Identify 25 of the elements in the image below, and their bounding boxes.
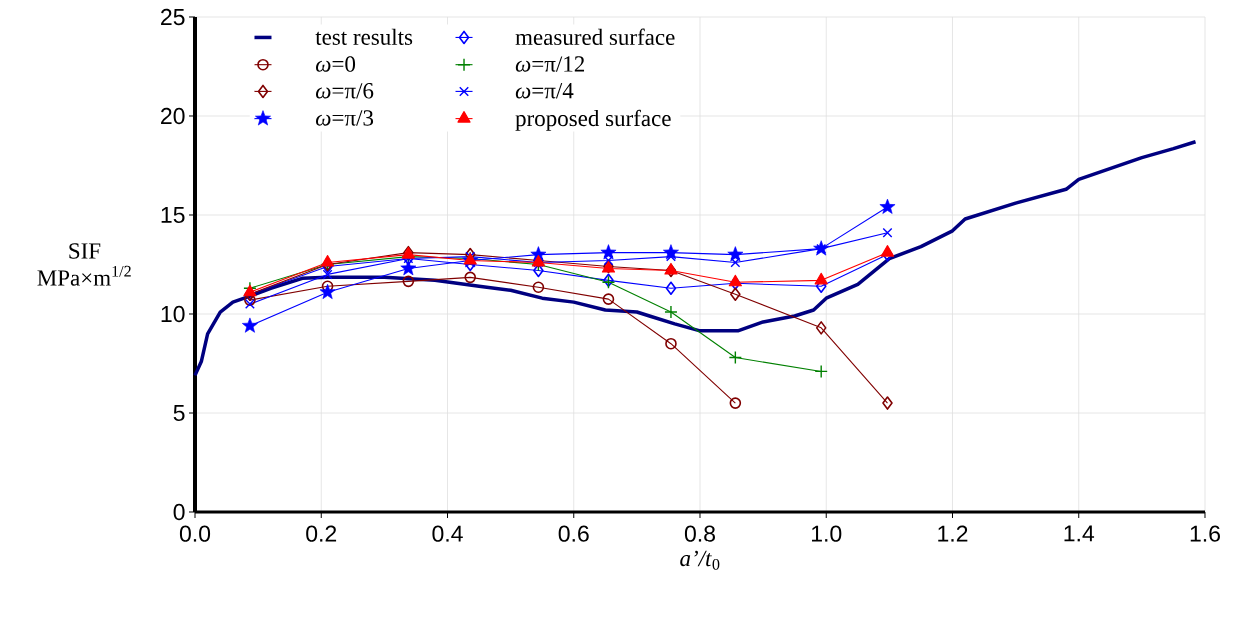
legend-label: ω=π/4 xyxy=(515,83,574,99)
y-tick-label: 10 xyxy=(161,305,185,323)
y-tick-label: 15 xyxy=(161,206,185,224)
y-tick-label: 20 xyxy=(161,107,185,125)
legend-label: proposed surface xyxy=(515,109,671,131)
y-tick-label: 5 xyxy=(173,404,185,422)
x-tick-label: 0.0 xyxy=(179,525,211,542)
legend-label: ω=π/6 xyxy=(316,83,374,99)
x-tick-label: 1.6 xyxy=(1190,525,1220,542)
legend-label: ω=π/12 xyxy=(515,56,585,72)
x-tick-label: 1.4 xyxy=(1064,525,1095,542)
x-tick-label: 0.2 xyxy=(306,525,337,542)
legend-label: ω=0 xyxy=(316,56,356,72)
x-tick-label: 0.4 xyxy=(432,525,463,542)
x-tick-label: 1.0 xyxy=(812,525,842,542)
y-tick-label: 0 xyxy=(173,503,185,521)
legend-label: test results xyxy=(315,28,413,45)
x-tick-label: 1.2 xyxy=(938,525,968,542)
x-axis-title: a’/t$_{0}$ xyxy=(680,550,720,570)
x-tick-label: 0.6 xyxy=(558,525,589,542)
legend-label: ω=π/3 xyxy=(316,110,374,126)
y-axis-title: SIF MPa×m$^{1/2}$ xyxy=(37,243,131,286)
y-tick-label: 25 xyxy=(161,8,185,26)
x-tick-label: 0.8 xyxy=(684,525,715,542)
legend-label: measured surface xyxy=(515,28,675,46)
